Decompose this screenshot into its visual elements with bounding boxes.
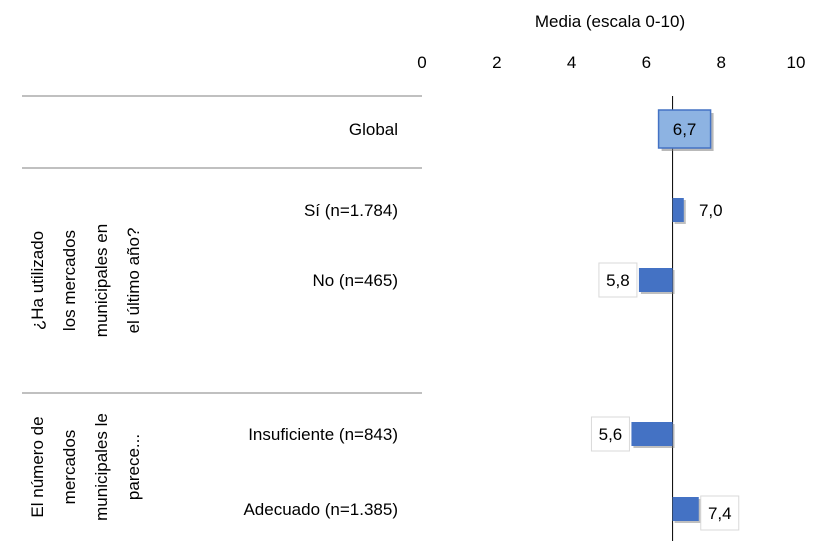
value-label-box	[700, 495, 740, 531]
x-tick-label: 2	[492, 53, 501, 72]
category-label: Global	[349, 120, 398, 139]
value-label: 5,6	[599, 425, 623, 444]
group-label: ¿Ha utilizado los mercados municipales en e…	[28, 224, 143, 337]
bar-row: Sí (n=1.784) 7,0	[304, 193, 730, 227]
bar-rows: Global 6,7 Sí (n=1.784) 7,0 No (n=465) 5,8 Ins…	[243, 109, 740, 531]
bar	[631, 422, 673, 446]
value-label: 7,0	[699, 201, 723, 220]
category-label: Sí (n=1.784)	[304, 201, 398, 220]
value-label: 5,8	[606, 271, 630, 290]
x-tick-label: 8	[716, 53, 725, 72]
svg-text:el último año?: el último año?	[124, 228, 143, 334]
group-label: El número de mercados municipales le parece…	[28, 413, 143, 521]
value-label: 7,4	[708, 504, 732, 523]
value-label: 6,7	[673, 120, 697, 139]
x-tick-label: 0	[417, 53, 426, 72]
svg-text:los mercados: los mercados	[60, 230, 79, 331]
svg-text:municipales en: municipales en	[92, 224, 111, 337]
group-labels: ¿Ha utilizado los mercados municipales en e…	[28, 224, 143, 521]
x-tick-label: 10	[787, 53, 806, 72]
chart-title: Media (escala 0-10)	[535, 12, 685, 31]
bar	[638, 268, 673, 292]
bar	[657, 109, 712, 149]
bar-row: No (n=465) 5,8	[312, 262, 675, 298]
svg-text:El número de: El número de	[28, 416, 47, 517]
bar-row: Global 6,7	[349, 109, 714, 151]
bar	[672, 497, 699, 521]
bar	[672, 198, 684, 222]
svg-text:municipales le: municipales le	[92, 413, 111, 521]
bar-row: Insuficiente (n=843) 5,6	[248, 416, 675, 452]
group-separators	[22, 95, 422, 394]
category-label: Adecuado (n=1.385)	[243, 500, 398, 519]
category-label: Insuficiente (n=843)	[248, 425, 398, 444]
svg-text:¿Ha utilizado: ¿Ha utilizado	[28, 231, 47, 330]
value-label-box	[691, 193, 730, 227]
value-label-box	[590, 416, 630, 452]
svg-text:parece...: parece...	[124, 434, 143, 500]
svg-text:mercados: mercados	[60, 430, 79, 505]
x-axis-ticks: 0 2 4 6 8 10	[417, 53, 805, 72]
value-label-box	[598, 262, 638, 298]
x-tick-label: 4	[567, 53, 576, 72]
category-label: No (n=465)	[312, 271, 398, 290]
x-tick-label: 6	[642, 53, 651, 72]
bar-row: Adecuado (n=1.385) 7,4	[243, 495, 740, 531]
